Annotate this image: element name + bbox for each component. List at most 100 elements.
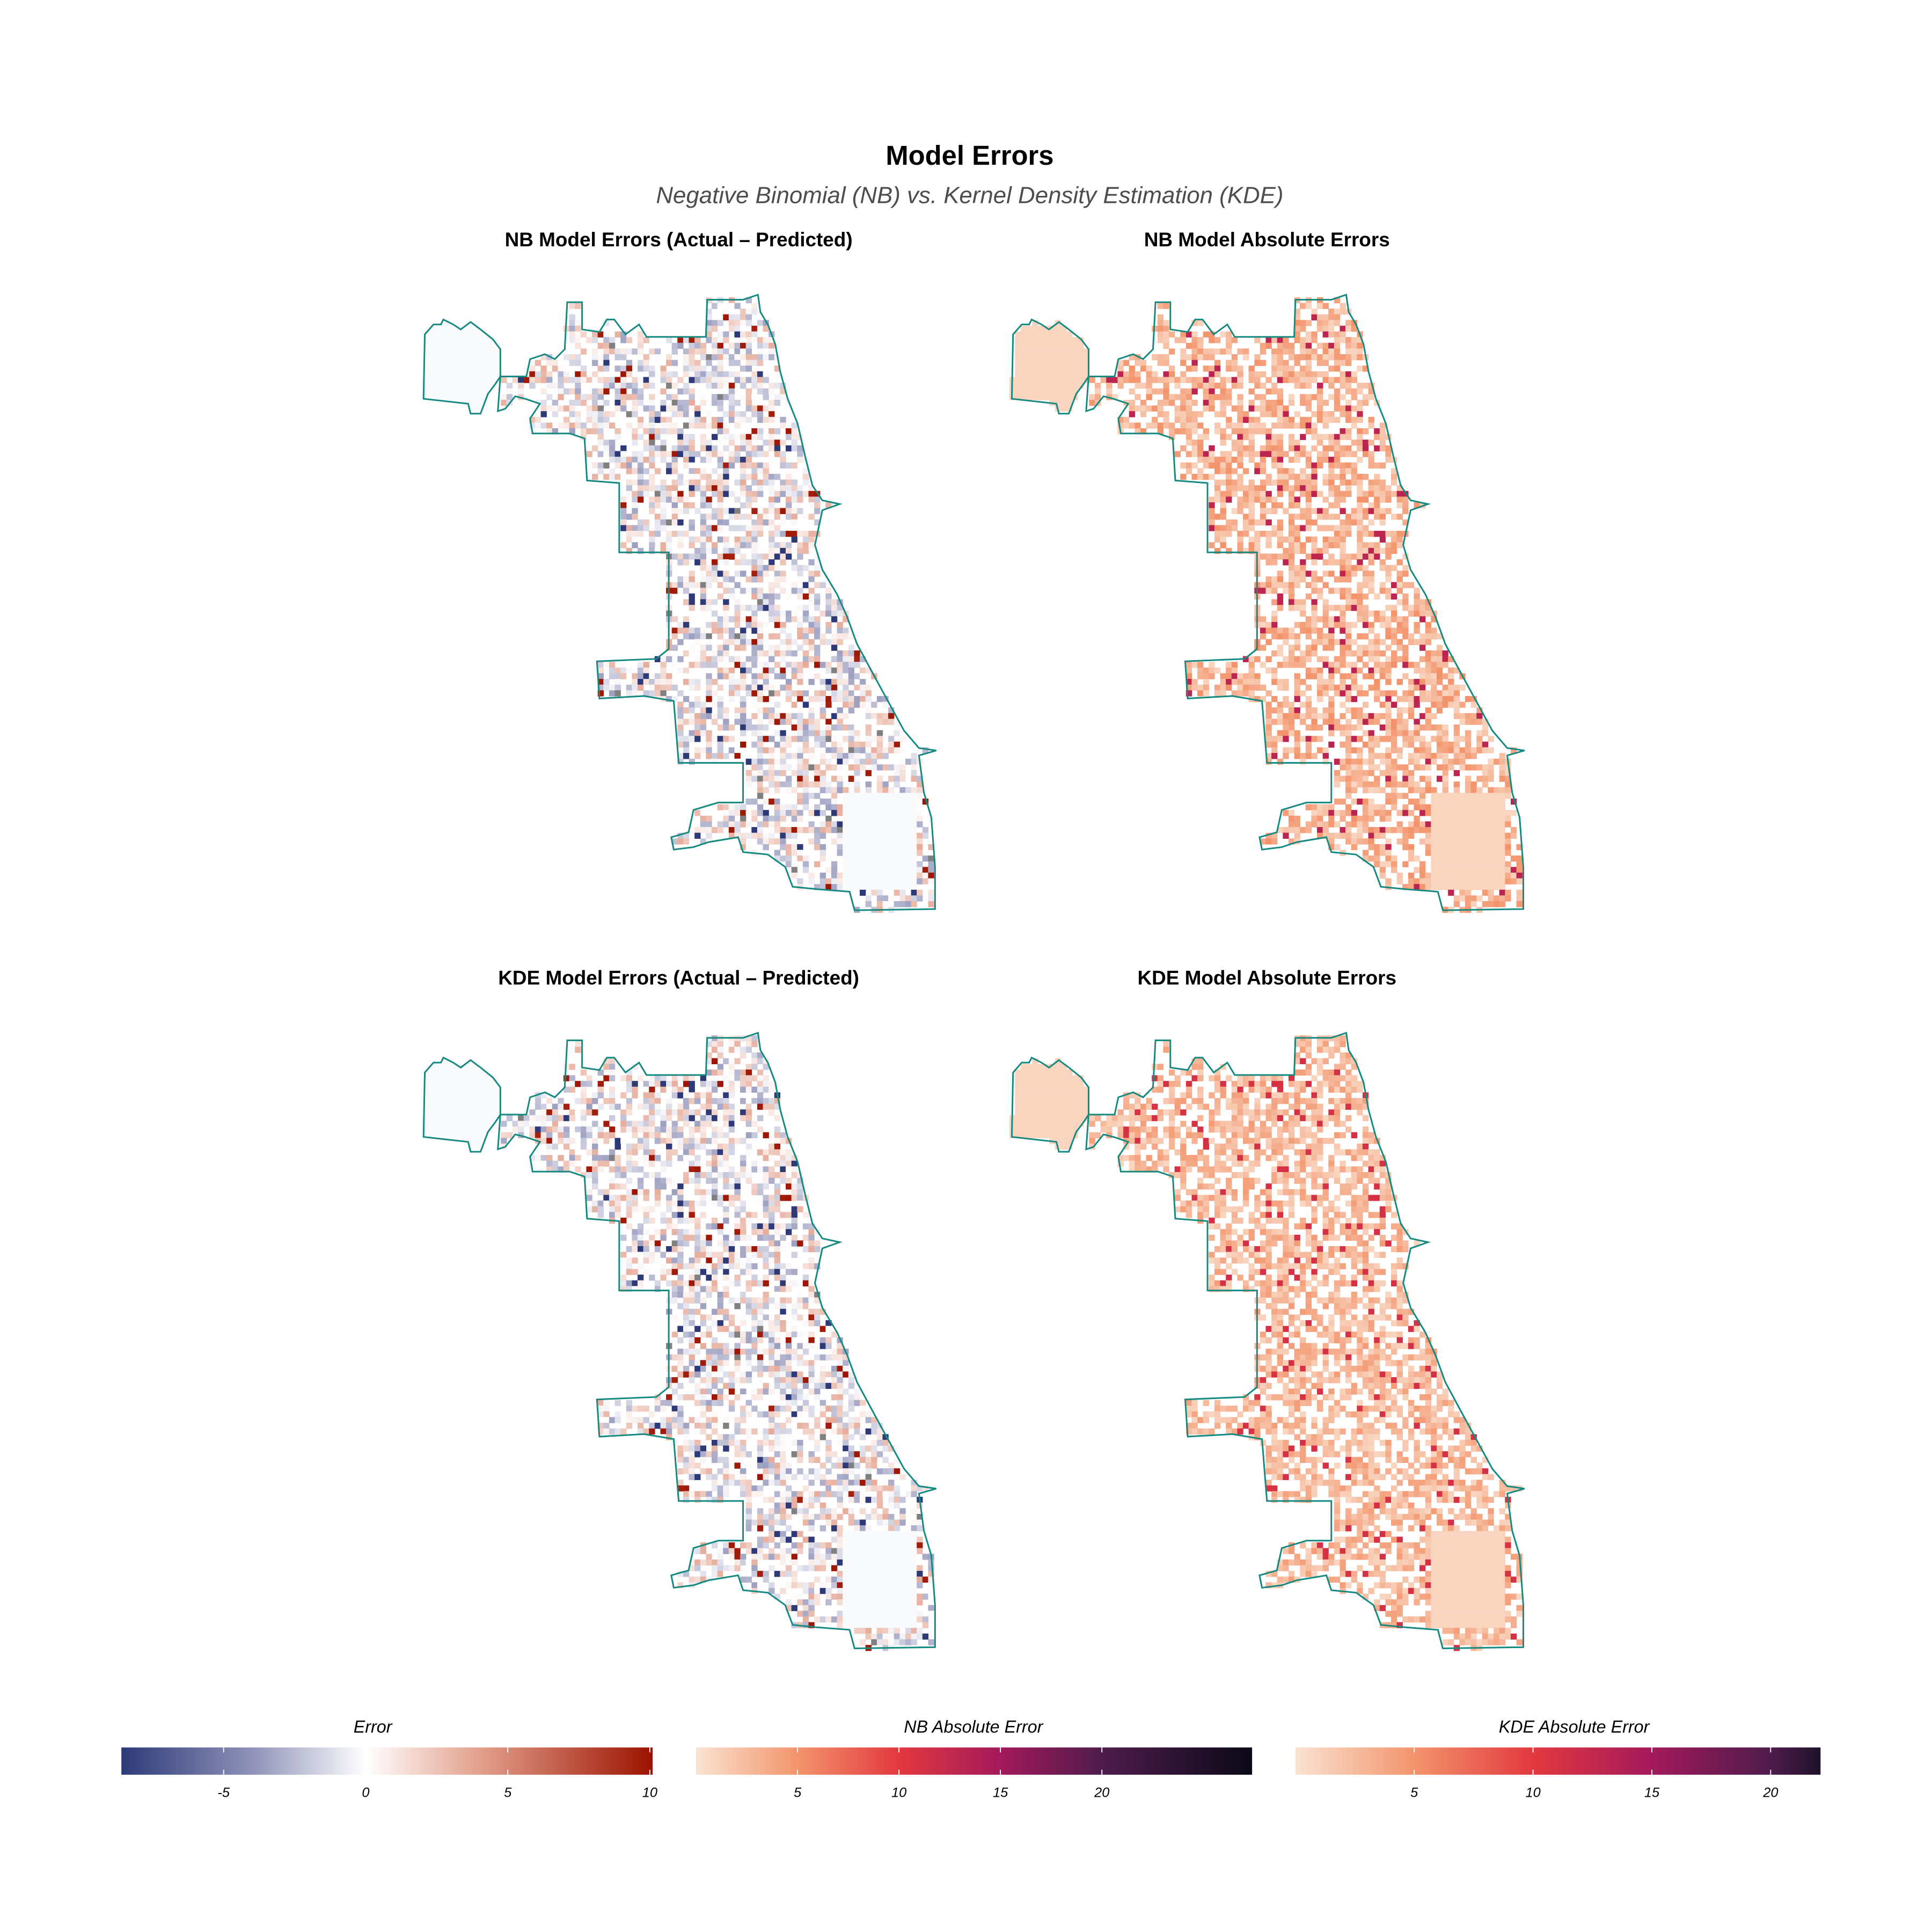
heatmap-cell bbox=[774, 701, 781, 708]
heatmap-cell bbox=[848, 878, 855, 884]
heatmap-cell bbox=[1026, 354, 1033, 361]
heatmap-cell bbox=[671, 457, 678, 463]
heatmap-cell bbox=[689, 701, 695, 708]
heatmap-cell bbox=[876, 753, 883, 759]
heatmap-cell bbox=[706, 422, 712, 429]
heatmap-cell bbox=[700, 553, 707, 560]
heatmap-cell bbox=[683, 707, 690, 714]
heatmap-cell bbox=[888, 719, 895, 725]
heatmap-cell bbox=[723, 724, 729, 731]
heatmap-cell bbox=[689, 445, 695, 452]
heatmap-cell bbox=[1391, 531, 1397, 537]
heatmap-cell bbox=[671, 451, 678, 457]
heatmap-cell bbox=[1288, 445, 1295, 452]
heatmap-cell bbox=[535, 360, 541, 366]
heatmap-cell bbox=[837, 821, 843, 828]
heatmap-cell bbox=[1220, 383, 1226, 389]
heatmap-cell bbox=[1391, 479, 1397, 486]
heatmap-cell bbox=[626, 684, 633, 691]
heatmap-cell bbox=[1265, 713, 1272, 720]
heatmap-cell bbox=[1385, 810, 1392, 816]
heatmap-cell bbox=[1322, 758, 1329, 765]
heatmap-cell bbox=[1334, 320, 1341, 326]
heatmap-cell bbox=[643, 377, 649, 383]
heatmap-cell bbox=[1220, 479, 1226, 486]
heatmap-cell bbox=[814, 832, 821, 839]
heatmap-cell bbox=[694, 451, 701, 457]
heatmap-cell bbox=[1505, 775, 1511, 782]
heatmap-cell bbox=[643, 525, 649, 531]
heatmap-cell bbox=[1026, 377, 1033, 383]
heatmap-cell bbox=[1180, 354, 1187, 361]
heatmap-cell bbox=[689, 827, 695, 833]
heatmap-cell bbox=[1368, 416, 1374, 423]
heatmap-cell bbox=[1317, 690, 1323, 697]
heatmap-cell bbox=[649, 399, 655, 406]
heatmap-cell bbox=[712, 485, 718, 492]
heatmap-cell bbox=[569, 303, 575, 309]
heatmap-cell bbox=[1209, 377, 1215, 383]
heatmap-cell bbox=[854, 741, 860, 748]
heatmap-cell bbox=[814, 621, 821, 628]
heatmap-cell bbox=[1402, 832, 1409, 839]
heatmap-cell bbox=[1300, 690, 1306, 697]
heatmap-cell bbox=[1379, 514, 1386, 520]
heatmap-cell bbox=[1288, 519, 1295, 526]
heatmap-cell bbox=[1066, 405, 1073, 412]
heatmap-cell bbox=[831, 645, 838, 651]
heatmap-cell bbox=[597, 394, 604, 400]
heatmap-cell bbox=[837, 696, 843, 702]
heatmap-cell bbox=[1322, 719, 1329, 725]
heatmap-cell bbox=[1494, 810, 1500, 816]
heatmap-cell bbox=[728, 388, 735, 394]
heatmap-cell bbox=[683, 411, 690, 418]
heatmap-cell bbox=[1340, 741, 1346, 748]
heatmap-cell bbox=[700, 434, 707, 440]
heatmap-cell bbox=[723, 377, 729, 383]
heatmap-cell bbox=[1425, 667, 1431, 674]
heatmap-cell bbox=[899, 810, 906, 816]
heatmap-cell bbox=[837, 884, 843, 890]
heatmap-cell bbox=[620, 457, 627, 463]
heatmap-cell bbox=[712, 701, 718, 708]
heatmap-cell bbox=[1294, 696, 1300, 702]
heatmap-cell bbox=[575, 371, 581, 378]
heatmap-cell bbox=[1135, 377, 1141, 383]
heatmap-cell bbox=[814, 496, 821, 503]
heatmap-cell bbox=[734, 325, 741, 332]
heatmap-cell bbox=[769, 747, 775, 753]
heatmap-cell bbox=[1465, 713, 1472, 720]
heatmap-cell bbox=[1180, 394, 1187, 400]
heatmap-cell bbox=[1311, 479, 1318, 486]
heatmap-cell bbox=[1408, 827, 1415, 833]
heatmap-cell bbox=[472, 394, 479, 400]
heatmap-cell bbox=[643, 690, 649, 697]
heatmap-cell bbox=[1476, 736, 1483, 742]
heatmap-cell bbox=[614, 394, 621, 400]
heatmap-cell bbox=[1191, 342, 1198, 349]
heatmap-cell bbox=[769, 388, 775, 394]
heatmap-cell bbox=[614, 331, 621, 338]
heatmap-cell bbox=[763, 799, 769, 805]
heatmap-cell bbox=[882, 747, 889, 753]
heatmap-cell bbox=[837, 605, 843, 611]
heatmap-cell bbox=[728, 690, 735, 697]
heatmap-cell bbox=[1055, 342, 1061, 349]
heatmap-cell bbox=[638, 457, 644, 463]
heatmap-cell bbox=[1322, 713, 1329, 720]
heatmap-cell bbox=[808, 753, 815, 759]
heatmap-cell bbox=[1300, 565, 1306, 572]
heatmap-cell bbox=[1283, 365, 1289, 372]
heatmap-cell bbox=[791, 434, 797, 440]
heatmap-cell bbox=[1425, 707, 1431, 714]
heatmap-cell bbox=[1340, 531, 1346, 537]
heatmap-cell bbox=[1322, 679, 1329, 685]
heatmap-cell bbox=[1425, 633, 1431, 640]
heatmap-cell bbox=[757, 645, 764, 651]
heatmap-cell bbox=[876, 781, 883, 788]
heatmap-cell bbox=[774, 827, 781, 833]
heatmap-cell bbox=[1379, 787, 1386, 794]
heatmap-cell bbox=[1334, 502, 1341, 509]
heatmap-cell bbox=[774, 775, 781, 782]
heatmap-cell bbox=[728, 696, 735, 702]
